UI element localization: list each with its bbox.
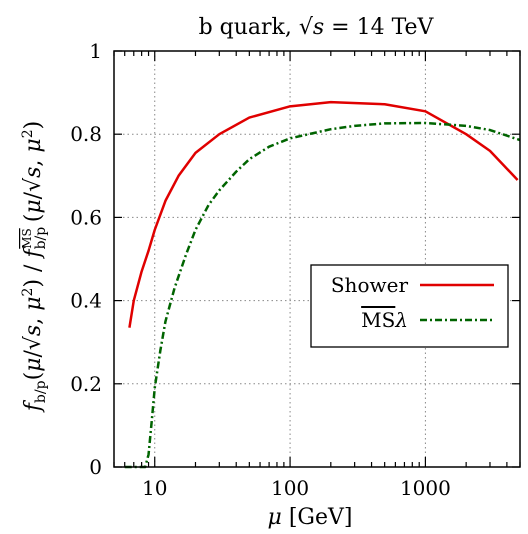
grid bbox=[114, 51, 520, 467]
y-tick-label: 0.8 bbox=[70, 122, 102, 146]
series-line-ms-lambda bbox=[124, 121, 521, 469]
legend-box bbox=[310, 264, 509, 348]
y-tick-label: 1 bbox=[89, 39, 102, 63]
legend-label-shower: Shower bbox=[331, 273, 409, 297]
y-tick-label: 0 bbox=[89, 455, 102, 479]
x-tick-label: 10 bbox=[142, 476, 167, 500]
plot-frame bbox=[113, 50, 521, 468]
x-axis-label: μ [GeV] bbox=[268, 505, 353, 530]
x-tick-label: 1000 bbox=[400, 476, 451, 500]
x-tick-label: 100 bbox=[271, 476, 309, 500]
legend-label-ms-lambda: MSλ bbox=[361, 308, 408, 332]
y-tick-label: 0.6 bbox=[70, 205, 102, 229]
series-layer bbox=[124, 100, 521, 469]
ticks: 0 0.2 0.4 0.6 0.8 1 10 100 1000 bbox=[70, 39, 521, 500]
legend: Shower MSλ bbox=[310, 264, 509, 348]
chart-title: b quark, √s = 14 TeV bbox=[199, 15, 435, 40]
y-tick-label: 0.4 bbox=[70, 289, 102, 313]
y-tick-label: 0.2 bbox=[70, 372, 102, 396]
y-axis-label: fb/p(μ/√s, μ2) / fb/pMS(μ/√s, μ2) bbox=[20, 121, 49, 413]
series-line-shower bbox=[128, 100, 519, 328]
